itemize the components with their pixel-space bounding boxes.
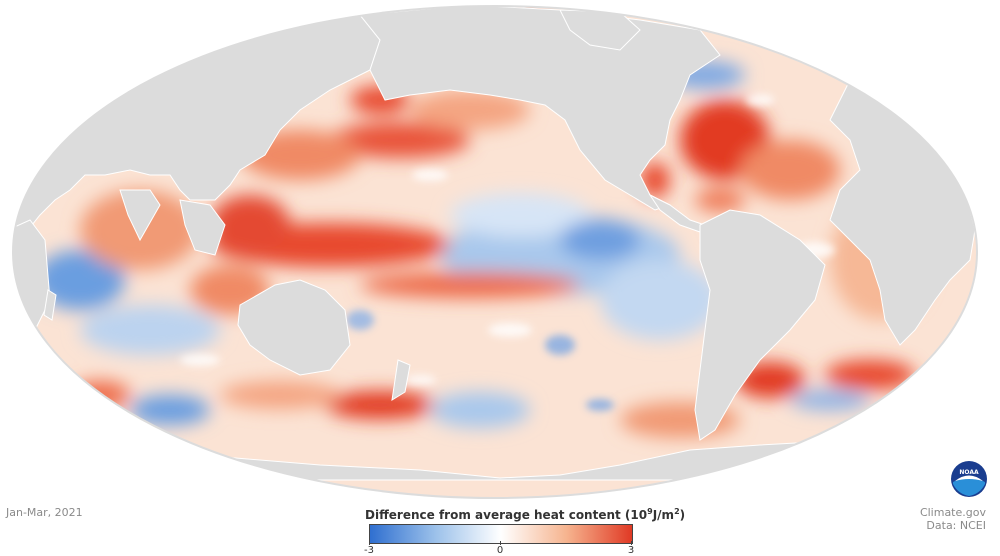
land-madagascar bbox=[43, 289, 57, 321]
anomaly-warm-maritime bbox=[210, 195, 290, 255]
legend-label-mid: 0 bbox=[496, 545, 504, 556]
credit-block: Climate.gov Data: NCEI bbox=[920, 506, 986, 532]
anomaly-warm-gulf-alaska bbox=[410, 90, 530, 130]
anomaly-cool-south-pacific bbox=[430, 392, 530, 428]
legend-title-sup2: 2 bbox=[674, 507, 680, 516]
anomaly-field bbox=[35, 6, 930, 438]
mottle-2 bbox=[488, 323, 532, 337]
mottle-9 bbox=[586, 399, 614, 411]
anomaly-cool-west-indian bbox=[35, 250, 125, 310]
globe-outline bbox=[12, 5, 978, 499]
mottle-10 bbox=[404, 375, 436, 385]
legend-tick-min bbox=[369, 541, 370, 545]
mottle-1 bbox=[412, 169, 448, 181]
anomaly-warm-mid-atlantic bbox=[740, 140, 840, 200]
anomaly-warm-tasman bbox=[325, 391, 435, 419]
anomaly-cool-core bbox=[560, 220, 640, 260]
land-south-america bbox=[694, 209, 826, 441]
globe-ellipse bbox=[13, 6, 977, 498]
anomaly-warm-band-central bbox=[360, 272, 580, 298]
anomaly-cool-southern-indian bbox=[130, 395, 210, 425]
anomaly-cool-south-indian bbox=[80, 305, 220, 355]
noaa-logo-wave bbox=[953, 478, 985, 496]
credit-line1: Climate.gov bbox=[919, 506, 986, 519]
anomaly-warm-southwest bbox=[70, 381, 130, 409]
legend-label-min: -3 bbox=[364, 545, 374, 556]
legend-title-main: Difference from average heat content (10 bbox=[365, 508, 648, 522]
credit-line2: Data: NCEI bbox=[926, 519, 986, 532]
mottle-4 bbox=[545, 335, 575, 355]
noaa-logo-text: NOAA bbox=[959, 469, 979, 476]
noaa-logo-bird bbox=[955, 475, 983, 481]
legend-color-bar bbox=[369, 524, 633, 544]
heat-content-map-svg bbox=[12, 5, 978, 499]
legend-title-end: ) bbox=[679, 508, 686, 522]
noaa-logo: NOAA bbox=[951, 461, 987, 497]
legend-label-max: 3 bbox=[627, 545, 635, 556]
color-legend: Difference from average heat content (10… bbox=[364, 506, 685, 556]
mottle-6 bbox=[346, 310, 374, 330]
mottle-5 bbox=[180, 354, 220, 366]
land-se-asia bbox=[179, 199, 226, 256]
anomaly-mottling bbox=[180, 94, 835, 411]
land-new-zealand bbox=[391, 359, 411, 401]
legend-tick-mid bbox=[500, 541, 501, 545]
legend-title-sup1: 9 bbox=[647, 507, 653, 516]
legend-title: Difference from average heat content (10… bbox=[365, 507, 685, 522]
legend-tick-max bbox=[631, 541, 632, 545]
land-india bbox=[119, 189, 161, 242]
anomaly-warm-south-atlantic-front bbox=[825, 360, 915, 390]
anomaly-cool-north-tropics bbox=[450, 193, 590, 237]
anomaly-cool-east-pacific bbox=[600, 260, 720, 340]
world-map bbox=[12, 5, 978, 499]
mottle-8 bbox=[746, 94, 774, 106]
anomaly-cool-south-atlantic-front bbox=[790, 390, 870, 410]
anomaly-warm-southern-belt bbox=[220, 381, 340, 409]
date-label: Jan-Mar, 2021 bbox=[6, 506, 83, 519]
anomaly-warm-caribbean bbox=[695, 188, 745, 212]
anomaly-warm-north-pacific bbox=[330, 122, 470, 158]
legend-title-mid: J/m bbox=[652, 508, 675, 522]
land-australia bbox=[237, 279, 351, 376]
